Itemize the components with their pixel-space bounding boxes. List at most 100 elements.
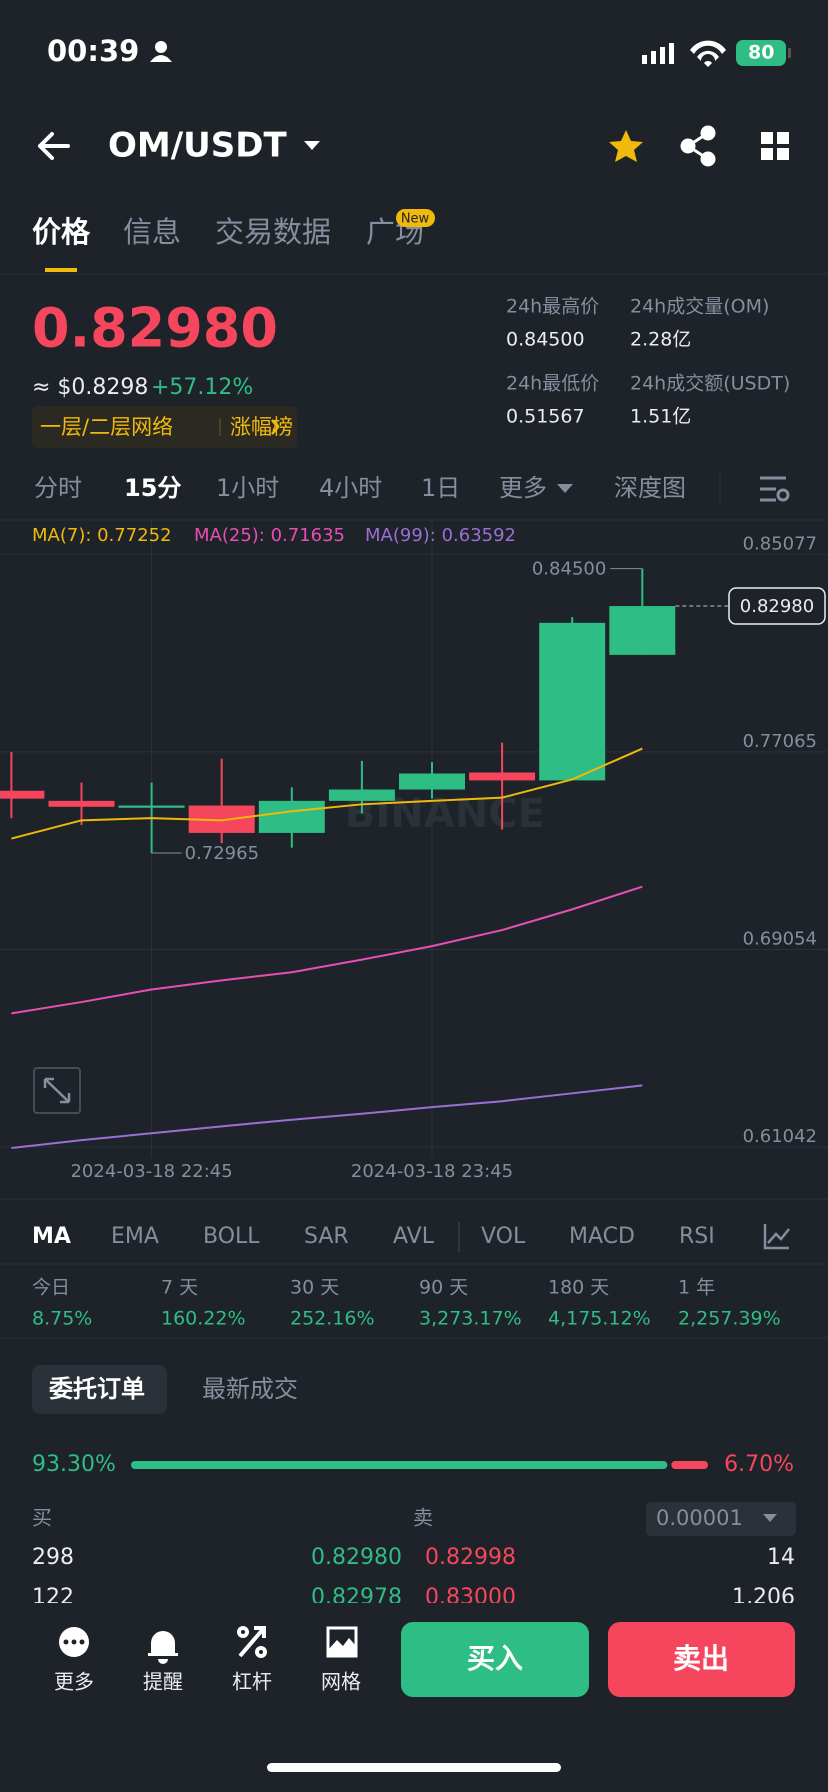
tag: 一层/二层网络 (40, 415, 173, 439)
ask-qty: 14 (767, 1545, 795, 1570)
interval-tab: 更多 (499, 474, 547, 502)
last-price-label: 0.82980 (740, 596, 814, 617)
indicator-tab: BOLL (203, 1224, 260, 1249)
nav-label: 更多 (54, 1670, 94, 1694)
order-tab: 最新成交 (202, 1375, 298, 1403)
pair-title: OM/USDT (108, 126, 287, 166)
sell-ratio-bar (671, 1461, 708, 1469)
layout-menu[interactable] (761, 132, 789, 160)
ma-line (11, 747, 643, 840)
nav-icons (59, 1626, 358, 1664)
stat-value: 2.28亿 (630, 329, 691, 351)
candle-body (399, 773, 465, 790)
interval-tab: 1日 (421, 474, 460, 502)
stat-label: 24h成交量(OM) (630, 296, 769, 318)
candle-body (258, 800, 325, 833)
expand-button[interactable] (33, 1067, 81, 1114)
tab: 价格 (32, 215, 91, 249)
bid-header: 买 (32, 1506, 52, 1530)
candle-body (539, 622, 606, 781)
battery-level: 80 (748, 42, 774, 64)
buy-ratio: 93.30% (32, 1452, 116, 1477)
kline-chart: 0.85077 0.77065 0.69054 0.61042 2024-03-18 2… (0, 520, 828, 1182)
period-value: 2,257.39% (678, 1308, 781, 1330)
order-tab: 委托订单 (48, 1375, 145, 1403)
chart-settings[interactable] (760, 476, 790, 502)
tab-indicator (45, 268, 77, 272)
y-tick-label: 0.77065 (743, 731, 817, 752)
order-tab-active[interactable] (32, 1365, 167, 1414)
y-tick-label: 0.61042 (743, 1126, 817, 1147)
legend-entry: MA(7): 0.77252 (32, 525, 172, 546)
new-badge-bg (396, 209, 435, 227)
candle-body (118, 805, 185, 808)
nav-label: 提醒 (143, 1670, 183, 1694)
precision: 0.00001 (656, 1506, 743, 1530)
period-label: 90 天 (419, 1277, 468, 1299)
buy-ratio-bar (131, 1461, 668, 1469)
tab: 交易数据 (215, 215, 331, 249)
y-tick-label: 0.85077 (743, 533, 817, 554)
ma-line (11, 885, 643, 1015)
candle-body (609, 606, 676, 655)
period-label: 1 年 (678, 1277, 715, 1299)
sell-button-bg[interactable] (608, 1622, 795, 1697)
legend-entry: MA(99): 0.63592 (365, 525, 516, 546)
header-icons (38, 125, 789, 167)
x-tick-label: 2024-03-18 23:45 (351, 1161, 513, 1182)
back-button[interactable] (38, 132, 70, 160)
favorite[interactable] (609, 130, 643, 162)
interval-tab: 4小时 (319, 474, 382, 502)
period-value: 4,175.12% (548, 1308, 651, 1330)
stat-label: 24h最低价 (506, 373, 599, 395)
period-label: 7 天 (161, 1277, 198, 1299)
interval-tab: 深度图 (614, 474, 686, 502)
stat-label: 24h成交额(USDT) (630, 373, 790, 395)
indicator-settings[interactable] (763, 1224, 790, 1250)
interval-tab: 分时 (34, 474, 82, 502)
precision-caret (763, 1514, 777, 1522)
bid-price: 0.82980 (311, 1545, 402, 1570)
stat-label: 24h最高价 (506, 296, 599, 318)
y-tick-label: 0.69054 (743, 928, 817, 949)
nav-label: 网格 (321, 1670, 361, 1694)
indicator-tab: VOL (481, 1224, 526, 1249)
buy-button-bg[interactable] (401, 1622, 589, 1697)
status-icons (150, 40, 791, 67)
period-value: 3,273.17% (419, 1308, 522, 1330)
stat-value: 0.84500 (506, 329, 585, 351)
stat-value: 1.51亿 (630, 406, 691, 428)
high-label: 0.84500 (532, 559, 606, 580)
more-caret (557, 484, 573, 493)
new-badge: New (401, 212, 430, 227)
last-price: 0.82980 (32, 297, 278, 360)
interval-tab: 1小时 (216, 474, 279, 502)
low-label: 0.72965 (185, 843, 259, 864)
period-label: 30 天 (290, 1277, 339, 1299)
indicator-tab: MA (32, 1224, 71, 1249)
bid-qty: 298 (32, 1545, 74, 1570)
indicator-tab: AVL (393, 1224, 435, 1249)
indicator-tab: MACD (569, 1224, 635, 1249)
indicator-tab: SAR (304, 1224, 349, 1249)
last-price-tag (728, 587, 826, 625)
indicator-tab: EMA (111, 1224, 159, 1249)
x-tick-label: 2024-03-18 22:45 (70, 1161, 232, 1182)
pair-dropdown[interactable] (304, 141, 320, 150)
period-value: 252.16% (290, 1308, 375, 1330)
home-indicator (267, 1763, 561, 1772)
clock: 00:39 (47, 34, 139, 68)
period-value: 160.22% (161, 1308, 246, 1330)
nav-label: 杠杆 (232, 1670, 272, 1694)
tag-box[interactable] (32, 406, 297, 448)
sell-ratio: 6.70% (724, 1452, 794, 1477)
tag: 涨幅榜 (230, 415, 293, 439)
precision-box[interactable] (646, 1502, 796, 1536)
tab: 信息 (123, 215, 181, 249)
candle-body (328, 789, 395, 801)
candle-body (469, 772, 536, 781)
share[interactable] (680, 125, 716, 167)
candle-body (0, 790, 45, 799)
